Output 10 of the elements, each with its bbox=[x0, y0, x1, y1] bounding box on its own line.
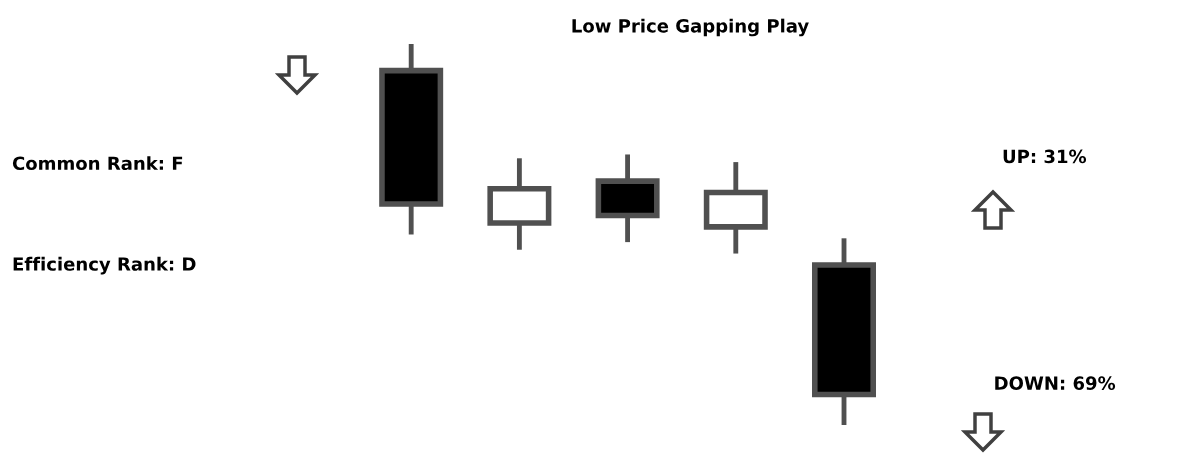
chart-title: Low Price Gapping Play bbox=[572, 18, 809, 37]
text: DOWN: 69% bbox=[995, 376, 1116, 390]
candlestick bbox=[703, 162, 768, 254]
text: Common Rank: F bbox=[12, 156, 183, 171]
candlestick bbox=[595, 154, 660, 243]
candlestick bbox=[487, 158, 552, 250]
candlestick bbox=[812, 238, 876, 426]
text: Efficiency Rank: D bbox=[13, 256, 196, 275]
candlestick bbox=[379, 43, 444, 235]
text: UP: 31% bbox=[1003, 149, 1087, 164]
